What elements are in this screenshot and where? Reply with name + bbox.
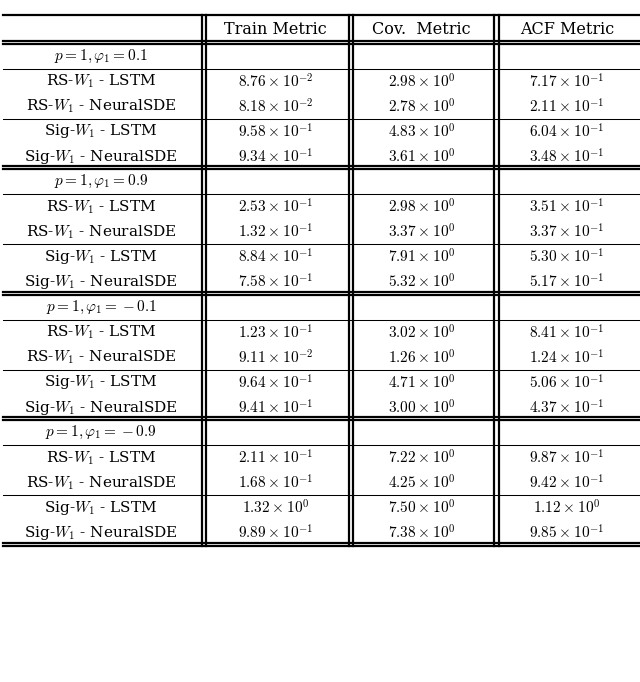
Text: $7.17 \times 10^{-1}$: $7.17 \times 10^{-1}$ bbox=[529, 72, 605, 91]
Text: $8.84 \times 10^{-1}$: $8.84 \times 10^{-1}$ bbox=[237, 248, 313, 266]
Text: $p = 1, \varphi_1 = 0.1$: $p = 1, \varphi_1 = 0.1$ bbox=[54, 48, 148, 65]
Text: $\mathbf{9.42} \times \mathbf{10}^{\mathbf{-1}}$: $\mathbf{9.42} \times \mathbf{10}^{\math… bbox=[529, 474, 605, 492]
Text: Sig-$W_1$ - LSTM: Sig-$W_1$ - LSTM bbox=[44, 123, 158, 140]
Text: $4.71 \times 10^{0}$: $4.71 \times 10^{0}$ bbox=[387, 373, 455, 391]
Text: RS-$W_1$ - NeuralSDE: RS-$W_1$ - NeuralSDE bbox=[26, 474, 177, 492]
Text: $3.48 \times 10^{-1}$: $3.48 \times 10^{-1}$ bbox=[529, 147, 605, 166]
Text: $p = 1, \varphi_1 = 0.9$: $p = 1, \varphi_1 = 0.9$ bbox=[54, 173, 148, 190]
Text: $2.11 \times 10^{-1}$: $2.11 \times 10^{-1}$ bbox=[237, 449, 313, 467]
Text: $\mathbf{9.34} \times \mathbf{10}^{\mathbf{-1}}$: $\mathbf{9.34} \times \mathbf{10}^{\math… bbox=[237, 147, 313, 166]
Text: RS-$W_1$ - NeuralSDE: RS-$W_1$ - NeuralSDE bbox=[26, 98, 177, 115]
Text: Cov.  Metric: Cov. Metric bbox=[372, 21, 470, 38]
Text: Sig-$W_1$ - LSTM: Sig-$W_1$ - LSTM bbox=[44, 374, 158, 391]
Text: $7.22 \times 10^{0}$: $7.22 \times 10^{0}$ bbox=[387, 449, 455, 467]
Text: $7.38 \times 10^{0}$: $7.38 \times 10^{0}$ bbox=[387, 524, 455, 542]
Text: $3.61 \times 10^{0}$: $3.61 \times 10^{0}$ bbox=[387, 147, 455, 166]
Text: RS-$W_1$ - NeuralSDE: RS-$W_1$ - NeuralSDE bbox=[26, 349, 177, 366]
Text: Sig-$W_1$ - NeuralSDE: Sig-$W_1$ - NeuralSDE bbox=[24, 398, 178, 417]
Text: $5.32 \times 10^{0}$: $5.32 \times 10^{0}$ bbox=[387, 273, 455, 291]
Text: $5.06 \times 10^{-1}$: $5.06 \times 10^{-1}$ bbox=[529, 373, 605, 391]
Text: Train Metric: Train Metric bbox=[224, 21, 326, 38]
Text: RS-$W_1$ - LSTM: RS-$W_1$ - LSTM bbox=[46, 72, 156, 90]
Text: $2.98 \times 10^{0}$: $2.98 \times 10^{0}$ bbox=[387, 72, 455, 91]
Text: $1.12 \times 10^{0}$: $1.12 \times 10^{0}$ bbox=[533, 499, 601, 517]
Text: $1.23 \times 10^{-1}$: $1.23 \times 10^{-1}$ bbox=[237, 323, 313, 342]
Text: $p = 1, \varphi_1 = -0.9$: $p = 1, \varphi_1 = -0.9$ bbox=[45, 424, 157, 441]
Text: $7.91 \times 10^{0}$: $7.91 \times 10^{0}$ bbox=[387, 248, 455, 266]
Text: $3.51 \times 10^{-1}$: $3.51 \times 10^{-1}$ bbox=[529, 198, 605, 216]
Text: $\mathbf{1.24} \times \mathbf{10}^{\mathbf{-1}}$: $\mathbf{1.24} \times \mathbf{10}^{\math… bbox=[529, 349, 605, 366]
Text: $\mathbf{2.98} \times \mathbf{10}^{\mathbf{0}}$: $\mathbf{2.98} \times \mathbf{10}^{\math… bbox=[387, 198, 455, 216]
Text: $\mathbf{1.26} \times \mathbf{10}^{\mathbf{0}}$: $\mathbf{1.26} \times \mathbf{10}^{\math… bbox=[387, 349, 455, 366]
Text: $\mathbf{9.89} \times \mathbf{10}^{\mathbf{-1}}$: $\mathbf{9.89} \times \mathbf{10}^{\math… bbox=[237, 524, 313, 542]
Text: $\mathbf{8.18} \times \mathbf{10}^{\mathbf{-2}}$: $\mathbf{8.18} \times \mathbf{10}^{\math… bbox=[237, 98, 313, 115]
Text: RS-$W_1$ - LSTM: RS-$W_1$ - LSTM bbox=[46, 323, 156, 341]
Text: $1.32 \times 10^{0}$: $1.32 \times 10^{0}$ bbox=[241, 499, 309, 517]
Text: $\mathbf{9.11} \times \mathbf{10}^{\mathbf{-2}}$: $\mathbf{9.11} \times \mathbf{10}^{\math… bbox=[237, 349, 313, 366]
Text: $5.30 \times 10^{-1}$: $5.30 \times 10^{-1}$ bbox=[529, 248, 605, 266]
Text: $9.58 \times 10^{-1}$: $9.58 \times 10^{-1}$ bbox=[237, 122, 313, 140]
Text: $2.53 \times 10^{-1}$: $2.53 \times 10^{-1}$ bbox=[237, 198, 313, 216]
Text: $6.04 \times 10^{-1}$: $6.04 \times 10^{-1}$ bbox=[529, 122, 605, 140]
Text: RS-$W_1$ - LSTM: RS-$W_1$ - LSTM bbox=[46, 449, 156, 466]
Text: Sig-$W_1$ - LSTM: Sig-$W_1$ - LSTM bbox=[44, 499, 158, 517]
Text: Sig-$W_1$ - NeuralSDE: Sig-$W_1$ - NeuralSDE bbox=[24, 273, 178, 291]
Text: $4.37 \times 10^{-1}$: $4.37 \times 10^{-1}$ bbox=[529, 398, 605, 417]
Text: $9.87 \times 10^{-1}$: $9.87 \times 10^{-1}$ bbox=[529, 449, 605, 467]
Text: $3.37 \times 10^{0}$: $3.37 \times 10^{0}$ bbox=[387, 223, 455, 241]
Text: $\mathbf{7.58} \times \mathbf{10}^{\mathbf{-1}}$: $\mathbf{7.58} \times \mathbf{10}^{\math… bbox=[237, 273, 313, 291]
Text: Sig-$W_1$ - NeuralSDE: Sig-$W_1$ - NeuralSDE bbox=[24, 524, 178, 542]
Text: $9.64 \times 10^{-1}$: $9.64 \times 10^{-1}$ bbox=[237, 373, 313, 391]
Text: RS-$W_1$ - NeuralSDE: RS-$W_1$ - NeuralSDE bbox=[26, 223, 177, 241]
Text: $\mathbf{9.41} \times \mathbf{10}^{\mathbf{-1}}$: $\mathbf{9.41} \times \mathbf{10}^{\math… bbox=[237, 398, 313, 417]
Text: $4.83 \times 10^{0}$: $4.83 \times 10^{0}$ bbox=[387, 122, 455, 140]
Text: $p = 1, \varphi_1 = -0.1$: $p = 1, \varphi_1 = -0.1$ bbox=[45, 299, 157, 316]
Text: $\mathbf{4.25} \times \mathbf{10}^{\mathbf{0}}$: $\mathbf{4.25} \times \mathbf{10}^{\math… bbox=[387, 474, 455, 492]
Text: $1.68 \times 10^{-1}$: $1.68 \times 10^{-1}$ bbox=[237, 474, 313, 492]
Text: Sig-$W_1$ - LSTM: Sig-$W_1$ - LSTM bbox=[44, 248, 158, 266]
Text: $3.02 \times 10^{0}$: $3.02 \times 10^{0}$ bbox=[387, 323, 455, 342]
Text: $9.85 \times 10^{-1}$: $9.85 \times 10^{-1}$ bbox=[529, 524, 605, 542]
Text: $\mathbf{3.37} \times \mathbf{10}^{\mathbf{-1}}$: $\mathbf{3.37} \times \mathbf{10}^{\math… bbox=[529, 223, 605, 241]
Text: $\mathbf{2.11} \times \mathbf{10}^{\mathbf{-1}}$: $\mathbf{2.11} \times \mathbf{10}^{\math… bbox=[529, 98, 605, 115]
Text: $8.41 \times 10^{-1}$: $8.41 \times 10^{-1}$ bbox=[529, 323, 605, 342]
Text: RS-$W_1$ - LSTM: RS-$W_1$ - LSTM bbox=[46, 198, 156, 216]
Text: $8.76 \times 10^{-2}$: $8.76 \times 10^{-2}$ bbox=[237, 72, 313, 91]
Text: $\mathbf{1.32} \times \mathbf{10}^{\mathbf{-1}}$: $\mathbf{1.32} \times \mathbf{10}^{\math… bbox=[237, 223, 313, 241]
Text: $3.00 \times 10^{0}$: $3.00 \times 10^{0}$ bbox=[387, 398, 455, 417]
Text: $5.17 \times 10^{-1}$: $5.17 \times 10^{-1}$ bbox=[529, 273, 605, 291]
Text: Sig-$W_1$ - NeuralSDE: Sig-$W_1$ - NeuralSDE bbox=[24, 147, 178, 166]
Text: ACF Metric: ACF Metric bbox=[520, 21, 614, 38]
Text: $7.50 \times 10^{0}$: $7.50 \times 10^{0}$ bbox=[387, 499, 455, 517]
Text: $\mathbf{2.78} \times \mathbf{10}^{\mathbf{0}}$: $\mathbf{2.78} \times \mathbf{10}^{\math… bbox=[387, 98, 455, 115]
